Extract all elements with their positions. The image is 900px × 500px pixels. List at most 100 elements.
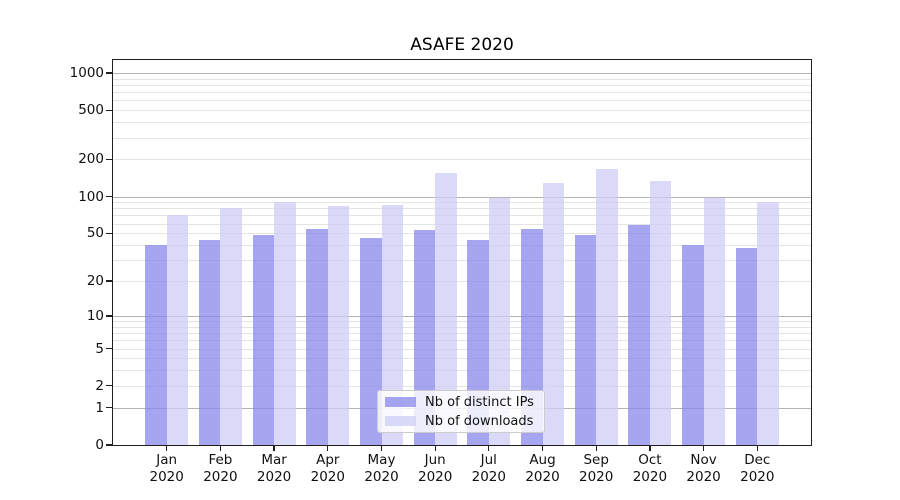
x-tick-mark [649,446,651,451]
gridline-minor [113,358,811,360]
x-tick-label: Oct 2020 [632,452,668,485]
y-tick-label: 500 [78,102,104,119]
legend-item-downloads: Nb of downloads [385,413,544,429]
x-tick-label: Nov 2020 [686,452,721,485]
x-tick-label: Feb 2020 [203,452,238,485]
x-tick-mark [166,446,168,451]
gridline-minor [113,370,811,372]
x-tick-label: Dec 2020 [740,452,775,485]
bar-downloads [757,201,779,445]
bar-downloads [703,197,726,445]
y-tick-label: 0 [95,437,104,453]
plot-area [112,59,812,446]
bar-distinct-ips [145,245,167,445]
bar-distinct-ips [682,245,704,445]
bar-downloads [220,207,242,445]
gridline-minor [113,78,811,80]
gridline-minor [113,385,811,387]
gridline-minor [113,245,811,246]
gridline-minor [113,281,811,282]
bar-distinct-ips [735,247,758,445]
y-tick-label: 1 [95,399,104,416]
gridline-minor [113,100,811,102]
bar-downloads [596,169,618,445]
gridline-minor [113,348,811,350]
x-tick-mark [541,446,544,451]
bar-distinct-ips [574,235,597,445]
gridline-minor [113,215,811,217]
bar-downloads [381,204,403,445]
y-tick-mark [106,232,112,234]
x-tick-label: May 2020 [364,452,399,485]
bar-downloads [166,215,189,445]
gridline-major [113,72,811,74]
y-tick-mark [106,72,112,74]
y-tick-label: 5 [95,340,104,357]
gridline-minor [113,92,811,94]
gridline-minor [113,110,811,112]
x-tick-label: Sep 2020 [579,452,614,485]
gridline-minor [113,340,811,342]
y-tick-mark [106,385,112,387]
bar-downloads [649,180,672,445]
y-tick-mark [106,315,112,317]
y-tick-mark [106,280,112,282]
x-tick-label: Jan 2020 [149,452,184,485]
x-tick-mark [702,446,705,451]
gridline-minor [113,333,811,334]
gridline-minor [113,233,811,235]
x-tick-label: Aug 2020 [525,452,560,485]
x-tick-label: Mar 2020 [256,452,292,485]
chart-title: ASAFE 2020 [410,35,514,55]
gridline-minor [113,223,811,225]
legend-label: Nb of distinct IPs [425,394,534,410]
y-tick-mark [106,444,112,446]
x-tick-label: Jul 2020 [471,452,506,485]
bar-downloads [327,205,350,445]
gridline-minor [113,122,811,124]
y-tick-label: 10 [86,307,104,324]
y-tick-label: 200 [78,151,104,168]
y-tick-mark [106,195,112,198]
gridline-minor [113,321,811,322]
y-tick-label: 50 [86,225,104,242]
y-tick-label: 100 [78,188,104,205]
gridline-major [113,196,811,198]
x-tick-label: Apr 2020 [310,452,345,485]
y-tick-label: 2 [95,377,104,394]
gridline-major [113,315,811,317]
legend-swatch-downloads [385,416,416,426]
bar-downloads [435,172,457,445]
bar-downloads [488,197,511,445]
bar-distinct-ips [306,229,328,445]
y-tick-label: 20 [86,273,104,289]
x-tick-mark [595,446,597,451]
bar-downloads [542,183,564,445]
bar-distinct-ips [198,240,221,445]
y-tick-mark [106,158,112,161]
legend-swatch-distinct-ips [385,397,416,407]
bar-downloads [274,201,296,445]
gridline-minor [113,137,811,139]
gridline-minor [113,84,811,86]
gridline-minor [113,159,811,161]
y-tick-mark [106,347,112,350]
x-tick-mark [273,446,275,451]
gridline-minor [113,260,811,262]
x-tick-mark [756,446,758,451]
legend-label: Nb of downloads [425,413,534,429]
legend-item-distinct-ips: Nb of distinct IPs [385,394,544,410]
bar-distinct-ips [252,235,275,445]
bar-distinct-ips [628,225,650,445]
y-tick-label: 1000 [69,64,104,81]
y-tick-mark [106,109,112,111]
legend: Nb of distinct IPs Nb of downloads [377,390,545,433]
x-tick-mark [434,446,436,451]
gridline-minor [113,208,811,210]
gridline-minor [113,326,811,328]
x-tick-mark [380,446,383,451]
x-tick-mark [488,446,490,451]
gridline-minor [113,202,811,204]
y-tick-mark [106,407,112,409]
